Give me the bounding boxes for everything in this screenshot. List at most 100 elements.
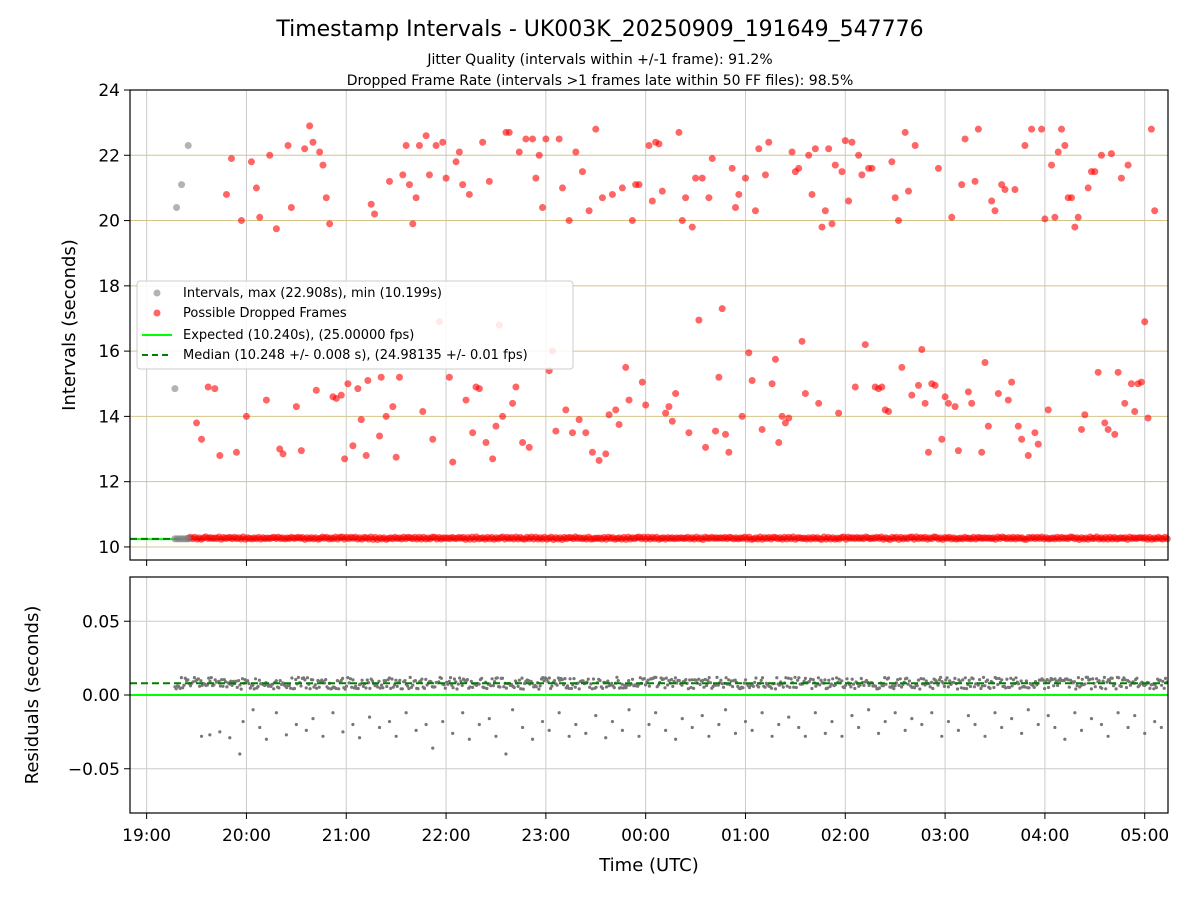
dropped-frame-point [475, 385, 483, 393]
residual-point [792, 685, 796, 689]
residual-point [299, 684, 303, 688]
residual-point [208, 733, 212, 737]
residual-point [1100, 686, 1104, 690]
residual-point [835, 676, 839, 680]
dropped-frame-point [1121, 399, 1129, 407]
legend-intervals-marker [153, 289, 161, 297]
dropped-frame-point [798, 337, 806, 345]
dropped-frame-point [841, 137, 849, 145]
residual-point [246, 679, 250, 683]
residual-point [1158, 678, 1162, 682]
dropped-frame-point [422, 132, 430, 140]
residual-point [1099, 722, 1104, 727]
residual-point [1063, 737, 1067, 741]
dropped-frame-point [1044, 406, 1052, 414]
dropped-frame-point [974, 125, 982, 133]
dropped-frame-point [981, 359, 989, 367]
residual-point [1127, 680, 1131, 684]
residual-point [945, 676, 949, 680]
residual-point [1163, 676, 1168, 681]
dropped-frame-point [655, 140, 663, 148]
residual-point [785, 684, 789, 688]
dropped-frame-point [555, 135, 563, 143]
dropped-frame-point [1094, 368, 1102, 376]
residual-point [643, 683, 648, 687]
dropped-frame-point [1074, 213, 1082, 221]
residual-point [654, 711, 658, 715]
dropped-frame-point [1071, 223, 1079, 231]
residual-point [378, 686, 382, 690]
residual-point [253, 677, 258, 681]
residual-point [978, 678, 982, 682]
dropped-frame-point [658, 187, 666, 195]
residual-point [827, 678, 831, 682]
residual-point [966, 714, 970, 718]
residual-point [647, 684, 652, 688]
residual-point [803, 676, 808, 681]
residual-point [331, 711, 335, 715]
dropped-frame-point [725, 448, 733, 456]
dropped-frame-point [425, 171, 433, 179]
residual-point [458, 676, 462, 680]
dropped-frame-point [588, 448, 596, 456]
dropped-frame-point [222, 190, 230, 198]
residual-point [590, 687, 594, 691]
residual-point [715, 675, 719, 680]
dropped-frame-point [1001, 186, 1009, 194]
residual-point [890, 684, 895, 688]
dropped-frame-point [279, 450, 287, 458]
top-y-tick-label: 24 [98, 81, 120, 101]
residual-point [1110, 676, 1114, 680]
dropped-frame-point [855, 151, 863, 159]
residual-point [547, 728, 551, 733]
residual-point [610, 681, 614, 685]
dropped-frame-point [831, 161, 839, 169]
dropped-frame-point [575, 416, 583, 424]
dropped-frame-point [595, 456, 603, 464]
dropped-frame-point [835, 409, 843, 417]
dropped-frame-point [322, 194, 330, 202]
dropped-frame-point [344, 380, 352, 388]
residual-point [973, 722, 977, 727]
residual-point [845, 677, 849, 681]
residual-point [414, 728, 418, 733]
residual-point [494, 734, 498, 738]
dropped-frame-point [562, 406, 570, 414]
residual-point [569, 686, 574, 691]
residual-point [729, 679, 733, 683]
residual-point [391, 685, 395, 689]
x-tick-label: 05:00 [1120, 826, 1169, 846]
dropped-frame-point [688, 223, 696, 231]
residual-point [680, 683, 684, 687]
residual-point [192, 676, 196, 680]
dropped-frame-point [895, 217, 903, 225]
residual-point [606, 679, 610, 683]
residual-point [985, 678, 990, 682]
dropped-frame-point [788, 148, 796, 156]
bottom-panel: 19:00 20:00 21:00 22:00 23:00 00:00 01:00 02:00… [68, 576, 1169, 846]
residual-point [477, 682, 481, 686]
residual-point [1104, 687, 1108, 691]
dropped-frame-point [1104, 425, 1112, 433]
residual-point [1018, 686, 1022, 690]
residual-point [565, 684, 570, 688]
dropped-frame-point [778, 412, 786, 420]
dropped-frame-point [745, 349, 753, 357]
residual-point [1017, 682, 1021, 686]
residual-point [980, 684, 984, 688]
residual-point [312, 685, 316, 689]
dropped-frame-point [1163, 535, 1171, 543]
dropped-frame-point [272, 225, 280, 233]
residual-point [666, 683, 670, 687]
residual-point [240, 677, 245, 681]
residual-point [290, 676, 294, 680]
residual-point [346, 676, 350, 680]
residual-point [404, 711, 408, 715]
residual-point [784, 676, 788, 680]
residual-point [491, 684, 495, 688]
dropped-frame-point [479, 138, 487, 146]
dropped-frame-point [242, 412, 250, 420]
dropped-frame-point [198, 435, 206, 443]
residual-point [530, 737, 535, 741]
